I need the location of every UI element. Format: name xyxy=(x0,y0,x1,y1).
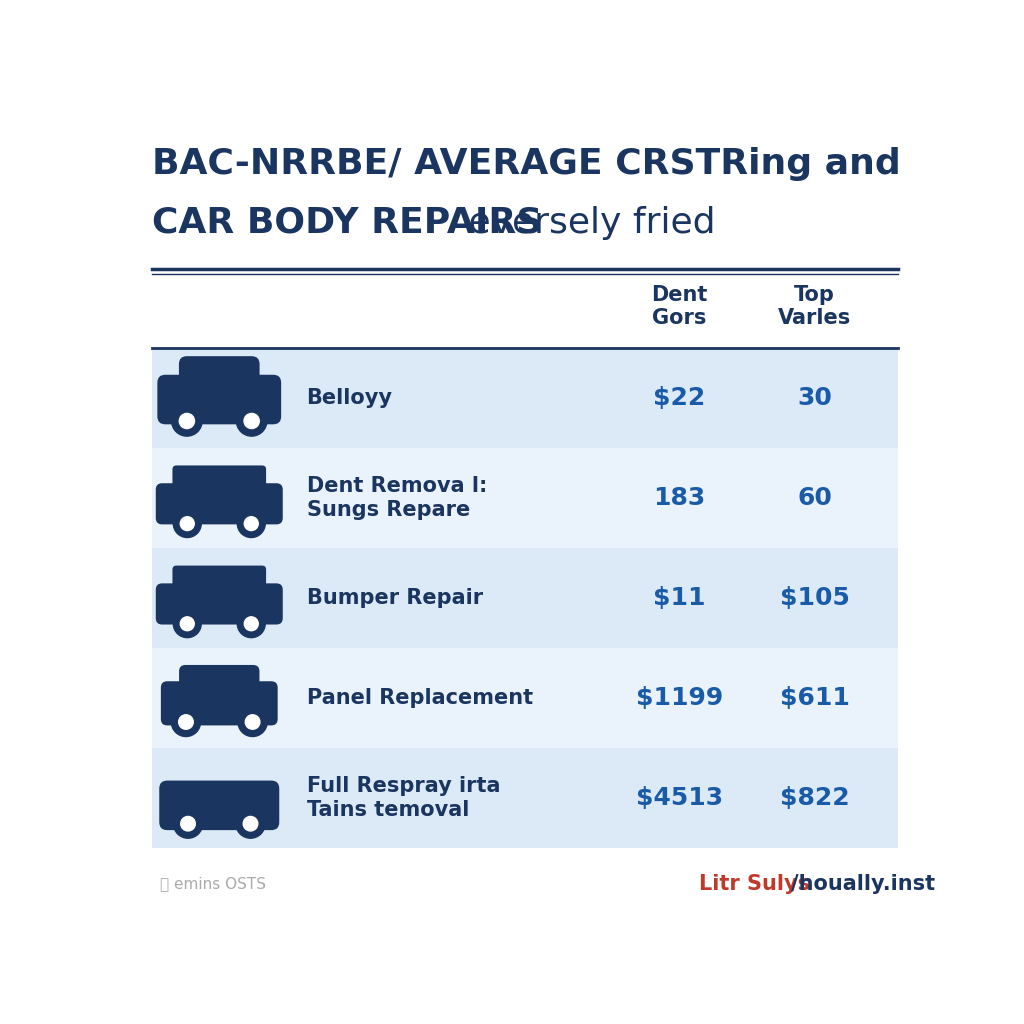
Circle shape xyxy=(179,414,195,429)
FancyBboxPatch shape xyxy=(158,375,282,424)
Circle shape xyxy=(180,616,195,631)
Circle shape xyxy=(173,510,202,538)
Circle shape xyxy=(238,610,265,638)
FancyBboxPatch shape xyxy=(186,781,252,799)
Circle shape xyxy=(238,510,265,538)
Text: 60: 60 xyxy=(797,485,831,510)
Text: BAC-NRRBE/ AVERAGE CRSTRing and: BAC-NRRBE/ AVERAGE CRSTRing and xyxy=(152,146,900,180)
Circle shape xyxy=(180,816,196,830)
FancyBboxPatch shape xyxy=(152,749,898,848)
Circle shape xyxy=(237,406,267,436)
Text: Dent Remova l:
Sungs Repare: Dent Remova l: Sungs Repare xyxy=(306,476,487,520)
Circle shape xyxy=(244,414,259,429)
Text: /houally.inst: /houally.inst xyxy=(791,873,935,894)
Text: $22: $22 xyxy=(653,386,706,410)
Text: Panel Replacement: Panel Replacement xyxy=(306,688,532,708)
Text: $822: $822 xyxy=(779,786,849,810)
Circle shape xyxy=(238,708,267,736)
FancyBboxPatch shape xyxy=(160,780,280,830)
Text: $4513: $4513 xyxy=(636,786,723,810)
Text: $11: $11 xyxy=(653,586,706,610)
Text: Top
Varles: Top Varles xyxy=(778,285,851,328)
Circle shape xyxy=(180,517,195,530)
FancyBboxPatch shape xyxy=(172,565,266,596)
FancyBboxPatch shape xyxy=(152,548,898,648)
FancyBboxPatch shape xyxy=(156,483,283,524)
Text: Bumper Repair: Bumper Repair xyxy=(306,588,482,608)
Circle shape xyxy=(171,708,201,736)
Text: eversely fried: eversely fried xyxy=(458,206,716,240)
Circle shape xyxy=(173,809,203,839)
Text: $1199: $1199 xyxy=(636,686,723,710)
FancyBboxPatch shape xyxy=(156,584,283,625)
Text: 30: 30 xyxy=(797,386,831,410)
Circle shape xyxy=(246,715,260,729)
Circle shape xyxy=(178,715,194,729)
Text: CAR BODY REPAIRS: CAR BODY REPAIRS xyxy=(152,206,542,240)
Text: Dent
Gors: Dent Gors xyxy=(651,285,708,328)
Circle shape xyxy=(245,517,258,530)
Circle shape xyxy=(243,816,258,830)
Circle shape xyxy=(172,406,202,436)
Text: Litr Sulys: Litr Sulys xyxy=(699,873,811,894)
Circle shape xyxy=(173,610,202,638)
Text: Belloyy: Belloyy xyxy=(306,388,392,408)
FancyBboxPatch shape xyxy=(172,466,266,496)
Text: ⓘ emins OSTS: ⓘ emins OSTS xyxy=(160,877,266,891)
FancyBboxPatch shape xyxy=(179,356,259,394)
FancyBboxPatch shape xyxy=(152,447,898,548)
Text: $105: $105 xyxy=(779,586,849,610)
Circle shape xyxy=(245,616,258,631)
Text: 183: 183 xyxy=(653,485,706,510)
FancyBboxPatch shape xyxy=(161,681,278,725)
FancyBboxPatch shape xyxy=(179,665,259,698)
Text: Full Respray irta
Tains temoval: Full Respray irta Tains temoval xyxy=(306,776,500,820)
FancyBboxPatch shape xyxy=(152,648,898,749)
Circle shape xyxy=(236,809,265,839)
Text: $611: $611 xyxy=(779,686,849,710)
FancyBboxPatch shape xyxy=(152,347,898,447)
